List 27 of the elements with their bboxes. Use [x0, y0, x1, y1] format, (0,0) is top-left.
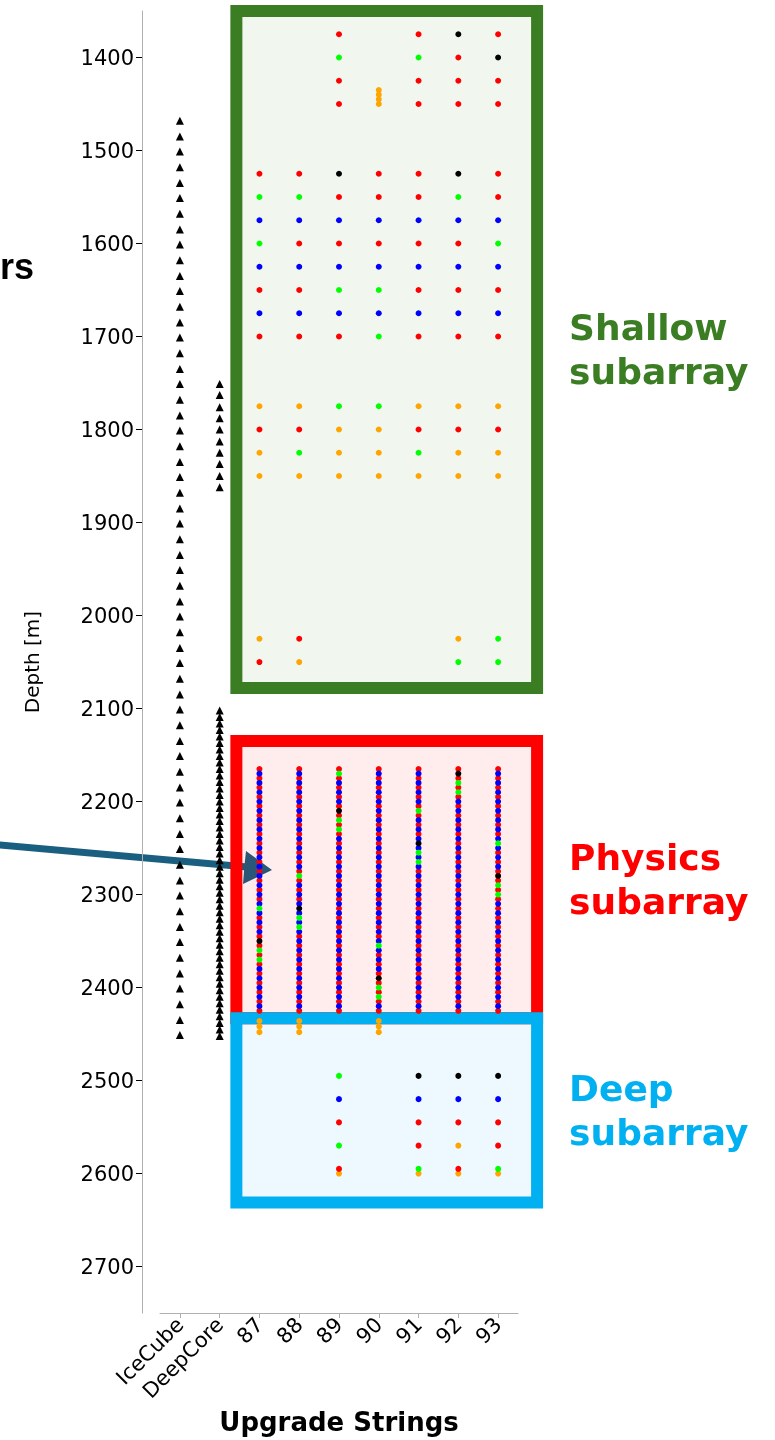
y-tick-label: 2300 [80, 882, 134, 907]
y-tick-label: 1500 [80, 138, 134, 163]
x-tick-label: 93 [470, 1312, 507, 1349]
y-tick-label: 1900 [80, 510, 134, 535]
x-tick-label: 87 [232, 1312, 268, 1349]
y-tick-label: 2200 [80, 789, 134, 814]
band-label: Shallow subarray [569, 307, 749, 393]
x-tick-label: 91 [391, 1312, 428, 1349]
y-tick-label: 1700 [80, 324, 134, 349]
y-tick-label: 2000 [80, 603, 134, 628]
x-tick-label: 92 [430, 1312, 467, 1349]
y-tick-label: 2600 [80, 1161, 134, 1186]
x-tick-label: 90 [351, 1312, 388, 1349]
y-tick-label: 2500 [80, 1068, 134, 1093]
x-tick-label: 88 [271, 1312, 308, 1349]
band-label: Deep subarray [569, 1067, 749, 1153]
y-tick-label: 1800 [80, 417, 134, 442]
x-axis-title: Upgrade Strings [219, 1407, 459, 1437]
y-tick-label: 2400 [80, 975, 134, 1000]
y-tick-label: 1400 [80, 45, 134, 70]
text: rs [0, 245, 35, 287]
y-tick-label: 1600 [80, 231, 134, 256]
y-tick-label: 2100 [80, 696, 134, 721]
y-tick-label: 2700 [80, 1254, 134, 1279]
y-axis-title: Depth [m] [20, 610, 44, 714]
band-label: Physics subarray [569, 837, 749, 923]
x-tick-label: 89 [311, 1312, 348, 1349]
